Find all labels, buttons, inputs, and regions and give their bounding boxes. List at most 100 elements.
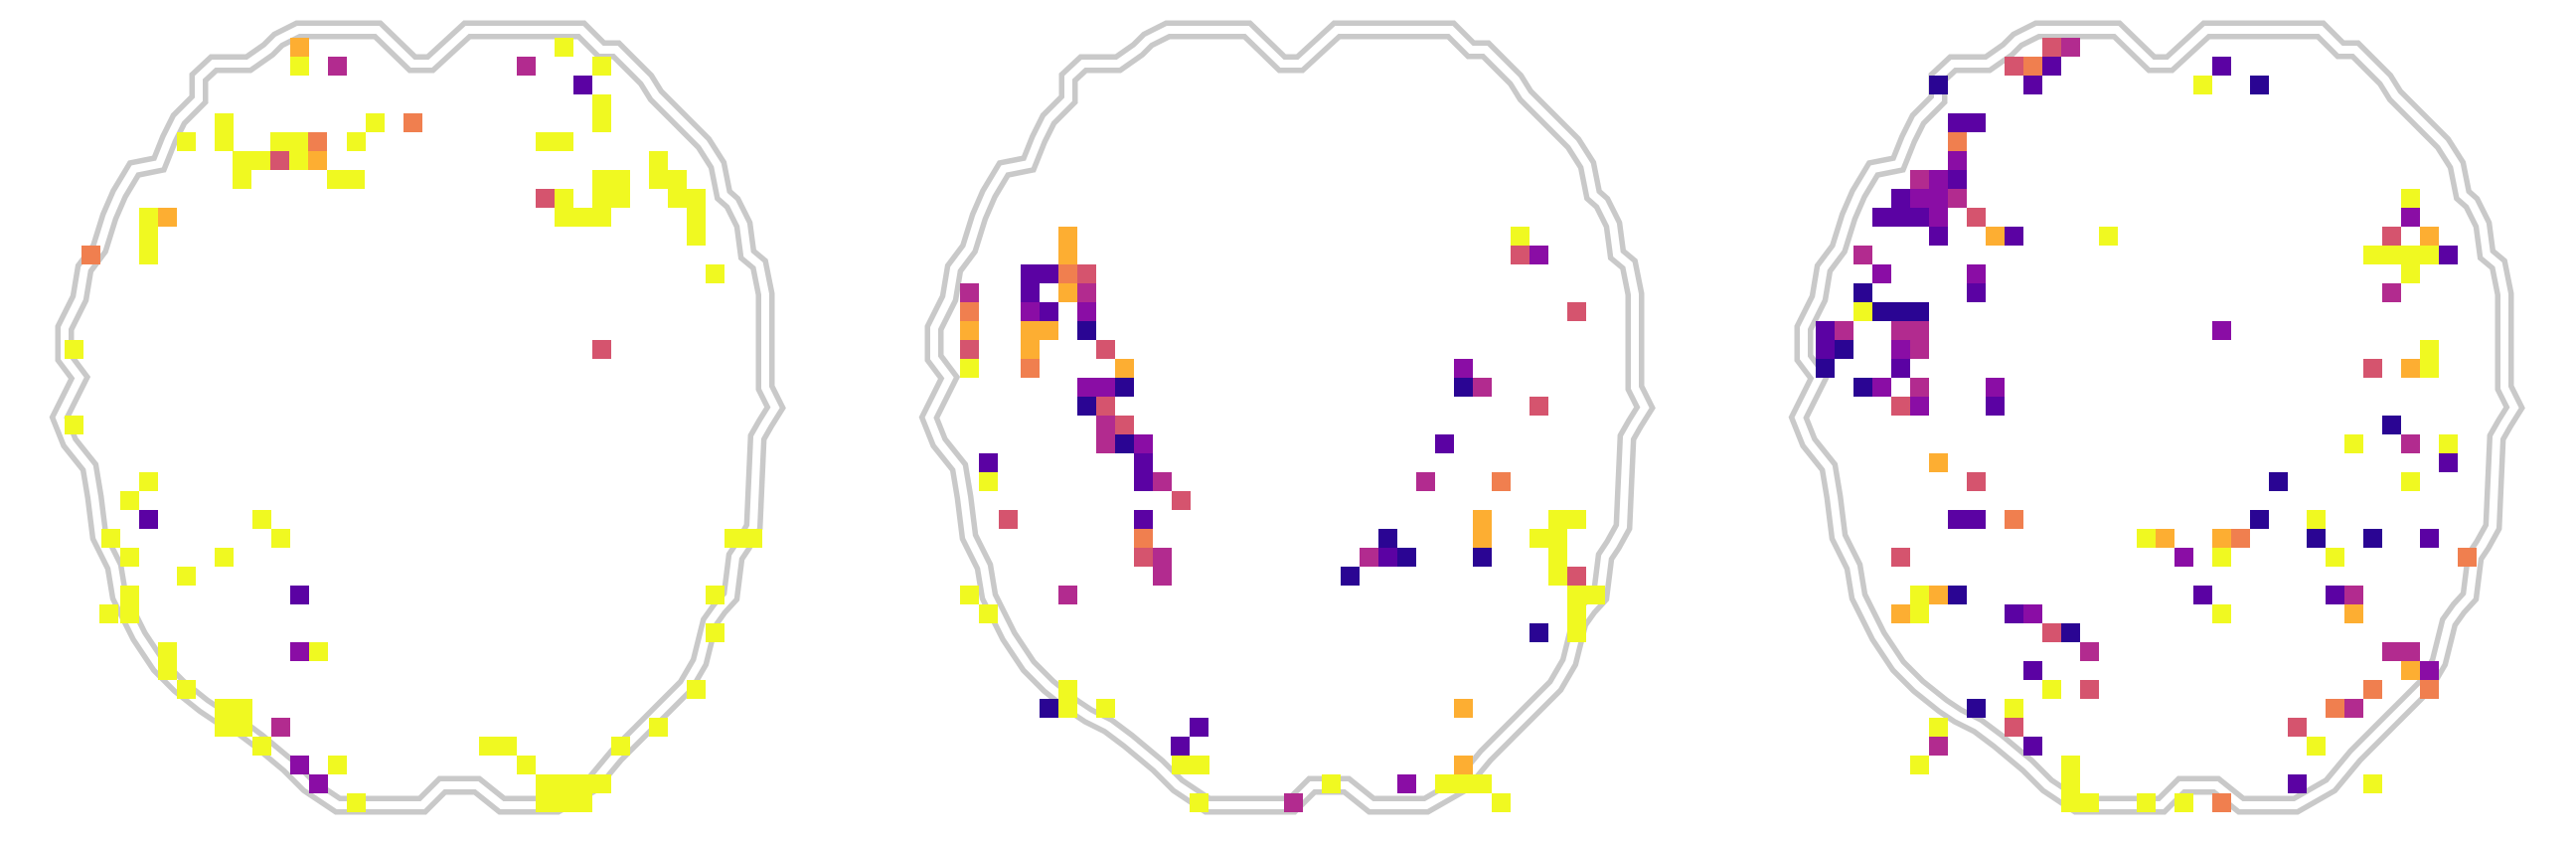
activation-voxel bbox=[2061, 793, 2080, 812]
activation-voxel bbox=[2344, 586, 2363, 604]
activation-voxel bbox=[1473, 548, 1492, 567]
activation-voxel bbox=[2420, 227, 2439, 246]
activation-voxel bbox=[1816, 321, 1835, 340]
activation-voxel bbox=[1567, 567, 1586, 586]
activation-voxel bbox=[158, 208, 177, 227]
activation-voxel bbox=[120, 491, 139, 510]
activation-voxel bbox=[2326, 699, 2344, 718]
activation-voxel bbox=[1341, 567, 1360, 586]
activation-voxel bbox=[1058, 680, 1077, 699]
activation-voxel bbox=[1967, 699, 1986, 718]
activation-voxel bbox=[2363, 359, 2382, 378]
activation-voxel bbox=[1929, 586, 1948, 604]
activation-voxel bbox=[290, 57, 309, 76]
activation-voxel bbox=[1172, 491, 1191, 510]
activation-voxel bbox=[2401, 661, 2420, 680]
activation-voxel bbox=[215, 699, 234, 718]
activation-voxel bbox=[1454, 756, 1473, 774]
activation-voxel bbox=[120, 548, 139, 567]
activation-voxel bbox=[668, 189, 687, 208]
activation-voxel bbox=[1872, 264, 1891, 283]
activation-voxel bbox=[2042, 38, 2061, 57]
activation-voxel bbox=[215, 113, 234, 132]
activation-voxel bbox=[1910, 170, 1929, 189]
activation-voxel bbox=[1021, 340, 1040, 359]
activation-voxel bbox=[1435, 774, 1454, 793]
activation-voxel bbox=[2439, 246, 2458, 264]
activation-voxel bbox=[309, 642, 328, 661]
activation-voxel bbox=[2231, 529, 2250, 548]
activation-voxel bbox=[2439, 434, 2458, 453]
activation-voxel bbox=[99, 604, 118, 623]
activation-voxel bbox=[611, 737, 630, 756]
activation-voxel bbox=[308, 132, 327, 151]
activation-voxel bbox=[1567, 302, 1586, 321]
activation-voxel bbox=[158, 642, 177, 661]
activation-voxel bbox=[592, 774, 611, 793]
activation-voxel bbox=[2307, 529, 2326, 548]
activation-voxel bbox=[2061, 623, 2080, 642]
activation-voxel bbox=[1835, 321, 1853, 340]
activation-voxel bbox=[2042, 623, 2061, 642]
activation-voxel bbox=[1548, 529, 1567, 548]
activation-voxel bbox=[1948, 151, 1967, 170]
activation-voxel bbox=[1077, 321, 1096, 340]
activation-voxel bbox=[2401, 264, 2420, 283]
activation-voxel bbox=[2156, 529, 2174, 548]
activation-voxel bbox=[2005, 227, 2023, 246]
activation-voxel bbox=[2401, 434, 2420, 453]
activation-voxel bbox=[2193, 586, 2212, 604]
activation-voxel bbox=[252, 737, 271, 756]
activation-voxel bbox=[2344, 434, 2363, 453]
activation-voxel bbox=[2307, 737, 2326, 756]
activation-voxel bbox=[1058, 264, 1077, 283]
activation-voxel bbox=[1077, 264, 1096, 283]
activation-voxel bbox=[1586, 586, 1605, 604]
activation-voxel bbox=[2174, 793, 2193, 812]
activation-voxel bbox=[234, 718, 252, 737]
activation-voxel bbox=[2344, 604, 2363, 623]
activation-voxel bbox=[2420, 340, 2439, 359]
activation-voxel bbox=[1473, 529, 1492, 548]
activation-voxel bbox=[2080, 680, 2099, 699]
activation-voxel bbox=[1853, 302, 1872, 321]
activation-voxel bbox=[2382, 246, 2401, 264]
activation-voxel bbox=[1021, 283, 1040, 302]
activation-voxel bbox=[2420, 529, 2439, 548]
activation-voxel bbox=[2401, 246, 2420, 264]
activation-voxel bbox=[960, 321, 979, 340]
activation-voxel bbox=[1040, 302, 1058, 321]
activation-voxel bbox=[120, 604, 139, 623]
activation-voxel bbox=[215, 718, 234, 737]
activation-voxel bbox=[1416, 472, 1435, 491]
activation-voxel bbox=[1891, 208, 1910, 227]
activation-voxel bbox=[271, 718, 290, 737]
activation-voxel bbox=[2137, 793, 2156, 812]
activation-voxel bbox=[252, 510, 271, 529]
activation-voxel bbox=[1929, 453, 1948, 472]
activation-voxel bbox=[687, 189, 706, 208]
activation-voxel bbox=[1929, 76, 1948, 94]
activation-voxel bbox=[270, 151, 289, 170]
activation-voxel bbox=[2382, 227, 2401, 246]
activation-voxel bbox=[536, 774, 555, 793]
activation-voxel bbox=[2023, 737, 2042, 756]
activation-voxel bbox=[498, 737, 517, 756]
activation-voxel bbox=[2382, 416, 2401, 434]
activation-voxel bbox=[1077, 397, 1096, 416]
activation-voxel bbox=[251, 151, 270, 170]
activation-voxel bbox=[1134, 434, 1153, 453]
activation-voxel bbox=[960, 340, 979, 359]
activation-voxel bbox=[1891, 604, 1910, 623]
activation-voxel bbox=[1397, 548, 1416, 567]
activation-voxel bbox=[1853, 246, 1872, 264]
activation-voxel bbox=[177, 680, 196, 699]
activation-voxel bbox=[668, 170, 687, 189]
activation-voxel bbox=[1567, 510, 1586, 529]
activation-voxel bbox=[1929, 718, 1948, 737]
activation-voxel bbox=[1967, 472, 1986, 491]
activation-voxel bbox=[2212, 604, 2231, 623]
activation-voxel bbox=[1435, 434, 1454, 453]
activation-voxel bbox=[611, 189, 630, 208]
